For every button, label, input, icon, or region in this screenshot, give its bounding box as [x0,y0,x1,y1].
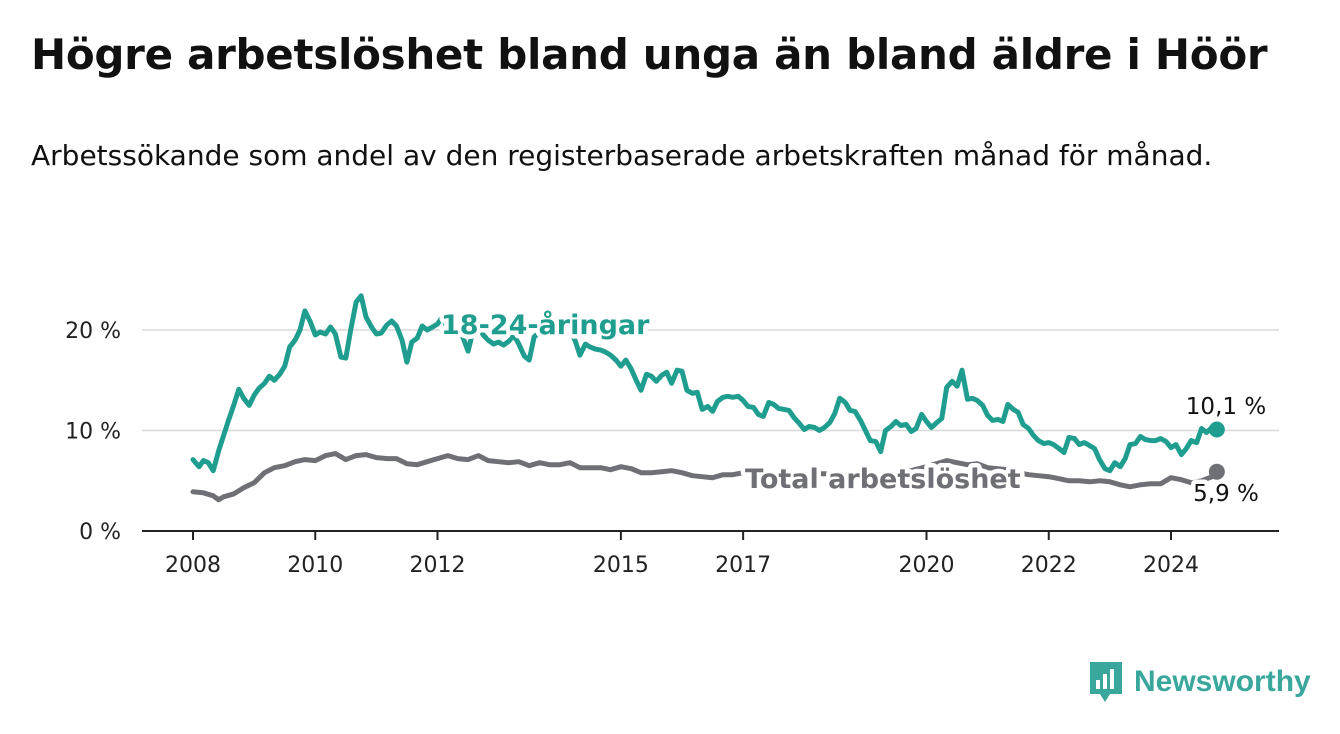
x-tick-label: 2008 [165,553,221,578]
chart-title: Högre arbetslöshet bland unga än bland ä… [31,30,1268,79]
chart-subtitle: Arbetssökande som andel av den registerb… [31,139,1213,172]
x-tick-label: 2012 [410,553,466,578]
newsworthy-logo: Newsworthy [1088,660,1311,704]
x-tick-label: 2020 [899,553,955,578]
y-tick-label: 0 % [79,520,121,545]
y-axis: 0 % 10 % 20 % [65,319,121,545]
series-line-total [190,451,1220,503]
y-tick-label: 10 % [65,420,121,445]
end-value-youth-halo: 10,1 % [1186,394,1266,420]
x-tick-label: 2015 [593,553,649,578]
series-line-youth [190,293,1220,474]
x-tick-label: 2017 [715,553,771,578]
series-label-youth: 18-24-åringar [441,309,650,341]
series-label-total-halo: Total arbetslöshet [745,464,1021,495]
series-label-youth-halo: 18-24-åringar [441,309,650,341]
x-tick-label: 2022 [1021,553,1077,578]
series-label-total: Total arbetslöshet [745,464,1021,495]
end-value-youth: 10,1 % [1186,394,1266,420]
gridlines [142,329,1279,432]
end-point-youth [1208,421,1225,438]
x-tick-label: 2010 [287,553,343,578]
bar-chart-icon [1090,662,1122,702]
x-tick-label: 2024 [1143,553,1199,578]
end-value-total-halo: 5,9 % [1193,481,1259,507]
brand-name: Newsworthy [1134,665,1311,698]
end-value-total: 5,9 % [1193,481,1259,507]
end-point-total [1208,463,1225,480]
x-axis-ticks: 2008 2010 2012 2015 2017 2020 2022 2024 [165,531,1199,578]
series-lines [190,293,1225,503]
y-tick-label: 20 % [65,319,121,344]
